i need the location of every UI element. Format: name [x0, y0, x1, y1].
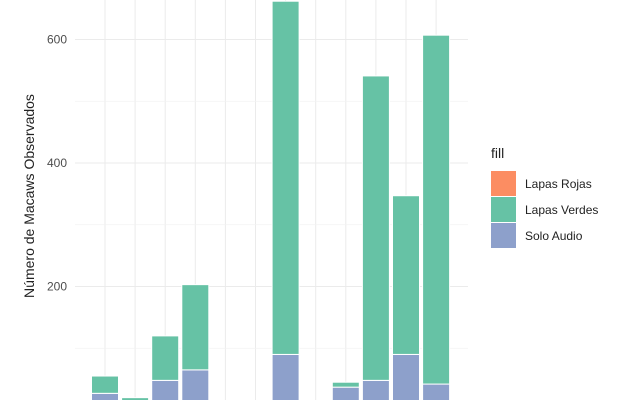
bar-segment	[422, 383, 451, 400]
legend-items: Lapas Rojas Lapas Verdes Solo Audio	[491, 171, 598, 248]
legend-swatch	[491, 197, 516, 222]
legend-label: Lapas Rojas	[525, 177, 592, 191]
legend: fill Lapas Rojas Lapas Verdes Solo Audio	[491, 145, 598, 248]
y-axis-label: Número de Macaws Observados	[21, 94, 37, 298]
bar-segment	[392, 195, 420, 355]
legend-label: Lapas Verdes	[525, 203, 598, 217]
y-tick-label: 200	[47, 280, 67, 294]
legend-swatch	[491, 223, 516, 248]
bar-segment	[422, 34, 451, 385]
bar-segment	[151, 335, 180, 381]
bar-segment	[181, 369, 210, 400]
legend-swatch	[491, 171, 516, 196]
bar-segment	[361, 379, 390, 400]
bar-segment	[271, 353, 300, 400]
bars	[91, 0, 451, 400]
y-tick-label: 600	[47, 33, 67, 47]
bar-segment	[181, 284, 210, 371]
bar-segment	[271, 0, 300, 355]
bar-segment	[151, 379, 180, 400]
y-tick-label: 400	[47, 156, 67, 170]
bar-segment	[91, 392, 119, 400]
y-axis-ticks: 200 400 600	[47, 33, 67, 294]
bar-segment	[392, 353, 420, 400]
bar-segment	[91, 375, 119, 394]
legend-label: Solo Audio	[525, 229, 583, 243]
bar-segment	[361, 75, 390, 381]
legend-title: fill	[491, 145, 504, 161]
bar-segment	[121, 397, 150, 400]
bar-segment	[331, 381, 360, 388]
bar-segment	[331, 386, 360, 400]
